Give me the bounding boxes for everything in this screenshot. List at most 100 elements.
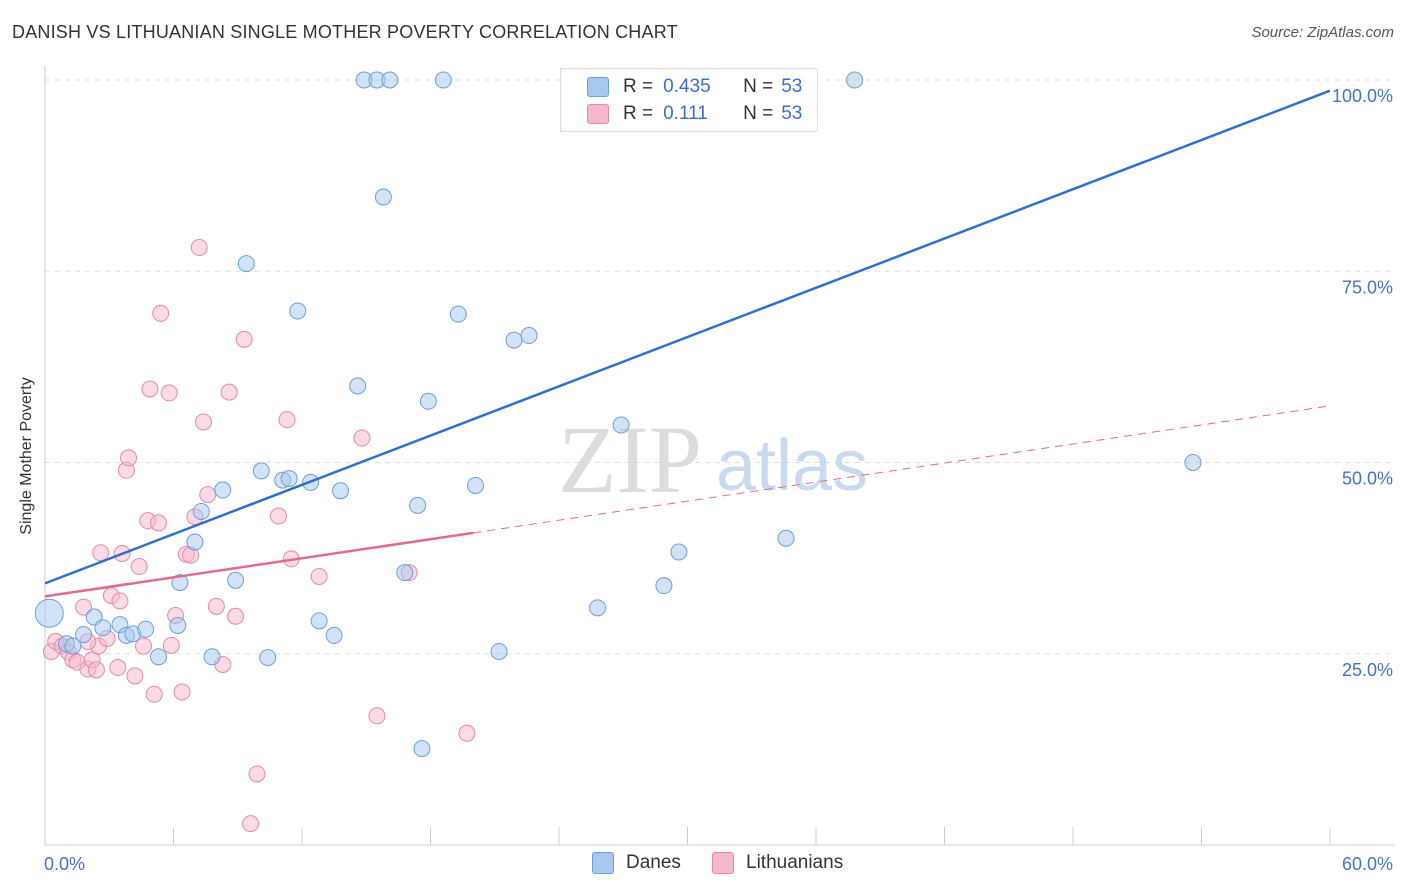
danes-point: [94, 619, 112, 637]
danes-point: [1184, 454, 1202, 471]
lithuanians-point: [130, 558, 148, 576]
lithuanians-point: [199, 486, 217, 504]
lithuanians-point: [278, 411, 296, 429]
lithuanians-point: [227, 607, 245, 625]
r-value: 0.435: [663, 76, 711, 97]
danes-point: [237, 255, 255, 273]
danes-point: [381, 71, 399, 89]
danes-point: [332, 482, 350, 500]
lithuanians-point: [120, 449, 138, 467]
danes-point: [589, 599, 607, 617]
lithuanians-point: [458, 724, 476, 742]
danes-point: [846, 71, 864, 89]
lithuanians-point: [75, 598, 93, 616]
y-axis-label: Single Mother Poverty: [18, 377, 35, 535]
lithuanians-point: [310, 567, 328, 585]
legend-item-danes[interactable]: Danes: [592, 852, 681, 874]
n-label: N =: [743, 76, 774, 97]
danes-point: [655, 577, 673, 595]
danes-point: [227, 571, 245, 589]
danes-point: [280, 470, 298, 488]
lithuanians-trend-line: [44, 531, 474, 598]
lithuanians-legend-swatch: [712, 852, 734, 874]
x-tick-label: 60.0%: [1342, 854, 1393, 874]
danes-point: [434, 71, 452, 89]
lithuanians-point: [135, 637, 153, 655]
lithuanians-point: [111, 592, 129, 610]
y-tick-label: 50.0%: [1342, 469, 1393, 489]
danes-point: [325, 626, 343, 644]
danes-point: [137, 620, 155, 638]
x-tick-label: 0.0%: [44, 854, 85, 874]
lithuanians-point: [190, 239, 208, 257]
watermark-zip: ZIP: [558, 406, 702, 513]
danes-point: [490, 642, 508, 660]
correlation-legend: R = 0.435 N = 53 R = 0.111 N = 53: [560, 68, 818, 132]
danes-point: [150, 648, 168, 666]
lithuanians-point: [109, 659, 127, 677]
lithuanians-point: [126, 667, 144, 685]
lithuanians-point: [162, 636, 180, 654]
n-value: 53: [781, 103, 803, 124]
danes-point: [64, 637, 82, 655]
danes-point: [203, 648, 221, 666]
lithuanians-point: [160, 384, 178, 402]
danes-point: [670, 543, 688, 561]
series-legend: Danes Lithuanians: [0, 852, 1406, 878]
danes-point: [466, 476, 484, 494]
danes-point: [777, 529, 795, 547]
danes-point: [186, 533, 204, 551]
danes-point: [214, 481, 232, 499]
danes-point: [374, 188, 392, 206]
lithuanians-legend-label: Lithuanians: [746, 852, 844, 873]
lithuanians-point: [173, 683, 191, 701]
danes-point: [310, 612, 328, 630]
lithuanians-point: [152, 304, 170, 322]
danes-point: [349, 377, 367, 395]
y-tick-label: 25.0%: [1342, 660, 1393, 680]
lithuanians-point: [87, 661, 105, 679]
lithuanians-point: [353, 429, 371, 447]
danes-point: [34, 598, 64, 628]
legend-row-lithuanians: R = 0.111 N = 53: [587, 102, 802, 126]
n-label: N =: [743, 103, 774, 124]
danes-point: [520, 327, 538, 345]
danes-point: [289, 302, 307, 320]
danes-point: [169, 616, 187, 634]
danes-legend-swatch: [592, 852, 614, 874]
danes-point: [505, 331, 523, 349]
danes-trend-line: [44, 89, 1331, 585]
lithuanians-point: [207, 597, 225, 615]
lithuanians-point: [150, 514, 168, 532]
r-label: R =: [623, 76, 654, 97]
danes-point: [396, 564, 414, 582]
lithuanians-points: [42, 239, 476, 833]
lithuanians-point: [248, 765, 266, 783]
lithuanians-point: [235, 330, 253, 348]
danes-point: [252, 462, 270, 480]
lithuanians-point: [368, 707, 386, 725]
danes-legend-label: Danes: [626, 852, 681, 873]
danes-point: [75, 626, 93, 644]
danes-point: [449, 305, 467, 323]
r-value: 0.111: [663, 103, 708, 124]
danes-points: [34, 71, 1202, 758]
legend-item-lithuanians[interactable]: Lithuanians: [712, 852, 843, 874]
lithuanians-swatch: [587, 104, 609, 124]
lithuanians-point: [141, 380, 159, 398]
lithuanians-point: [242, 815, 260, 833]
danes-point: [171, 574, 189, 592]
tick-labels: 25.0% 50.0% 75.0% 100.0% 0.0% 60.0%: [44, 86, 1393, 874]
lithuanians-point: [145, 685, 163, 703]
source-label: Source: ZipAtlas.com: [1251, 24, 1394, 41]
chart-title: DANISH VS LITHUANIAN SINGLE MOTHER POVER…: [12, 22, 678, 42]
trend-lines: [44, 89, 1331, 598]
danes-point: [419, 392, 437, 410]
grid-lines: [45, 79, 1395, 655]
lithuanians-point: [194, 413, 212, 431]
r-label: R =: [623, 103, 654, 124]
danes-swatch: [587, 77, 609, 97]
y-tick-label: 75.0%: [1342, 277, 1393, 297]
lithuanians-point: [92, 544, 110, 562]
lithuanians-point: [220, 383, 238, 401]
